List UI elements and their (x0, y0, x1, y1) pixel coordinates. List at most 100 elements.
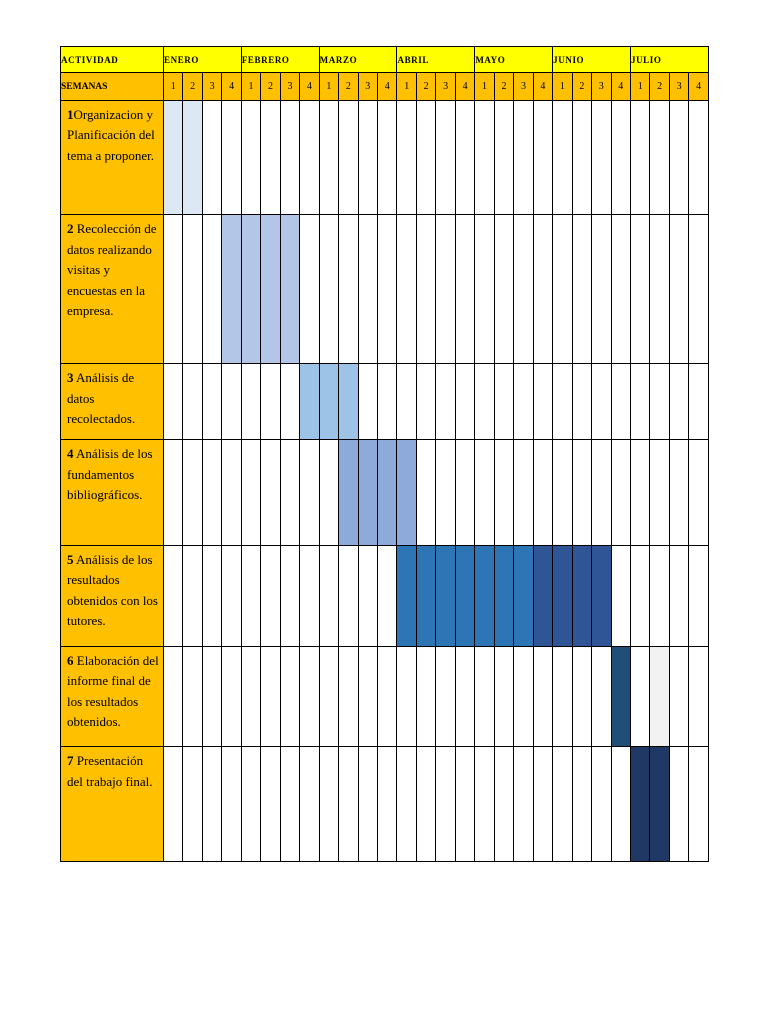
week-cell (221, 544, 242, 647)
week-cell (493, 439, 515, 546)
week-cell (649, 214, 670, 365)
activity-row: 6 Elaboración del informe final de los r… (60, 645, 709, 748)
week-cell (260, 746, 281, 862)
week-cell (591, 746, 612, 862)
week-number: 3 (668, 72, 690, 101)
week-cell (162, 439, 184, 546)
month-junio: JUNIO (552, 45, 631, 74)
week-cell (201, 645, 223, 748)
week-cell (688, 645, 709, 748)
week-cell (435, 746, 456, 862)
week-cell (688, 363, 709, 441)
week-cell (357, 544, 379, 647)
week-cell (454, 99, 476, 216)
week-cell (415, 645, 437, 748)
week-cell (493, 363, 515, 441)
week-number: 1 (552, 72, 573, 101)
week-number: 1 (162, 72, 184, 101)
activity-row: 1Organizacion y Planificación del tema a… (60, 99, 709, 216)
week-cell (591, 439, 612, 546)
week-cell (318, 439, 340, 546)
week-cell (279, 99, 301, 216)
week-cell (610, 439, 631, 546)
week-cell (377, 544, 398, 647)
week-number: 1 (629, 72, 651, 101)
scheduled-week-cell (279, 214, 301, 365)
activity-number: 3 (67, 370, 74, 386)
month-header-row: ACTIVIDAD ENERO FEBRERO MARZO ABRIL MAYO JUNI… (60, 45, 709, 74)
week-cell (474, 214, 495, 365)
activity-number: 6 (67, 652, 74, 668)
week-cell (493, 746, 515, 862)
activity-number: 4 (67, 446, 74, 462)
week-cell (377, 746, 398, 862)
week-cell (668, 544, 690, 647)
week-cell (396, 746, 417, 862)
week-cell (377, 363, 398, 441)
week-number: 3 (201, 72, 223, 101)
week-number: 4 (377, 72, 398, 101)
week-cell (532, 645, 554, 748)
month-marzo: MARZO (318, 45, 398, 74)
scheduled-week-cell (474, 544, 495, 647)
week-cell (649, 544, 670, 647)
month-enero: ENERO (163, 45, 242, 74)
week-cell (338, 645, 359, 748)
week-cell (260, 439, 281, 546)
week-cell (357, 99, 379, 216)
week-cell (299, 214, 320, 365)
week-number: 1 (240, 72, 262, 101)
week-cell (396, 214, 417, 365)
week-cell (201, 214, 223, 365)
week-cell (338, 746, 359, 862)
activity-number: 2 (67, 221, 74, 237)
week-cell (513, 746, 534, 862)
week-number: 4 (299, 72, 320, 101)
scheduled-week-cell (377, 439, 398, 546)
week-cell (629, 439, 651, 546)
week-cell (435, 439, 456, 546)
week-cell (201, 544, 223, 647)
week-number: 2 (260, 72, 281, 101)
week-cell (454, 746, 476, 862)
week-cell (629, 363, 651, 441)
week-cell (415, 214, 437, 365)
week-cell (396, 363, 417, 441)
activity-number: 1 (67, 106, 74, 122)
week-number: 2 (493, 72, 515, 101)
week-cell (260, 645, 281, 748)
week-cell (357, 645, 379, 748)
week-cell (338, 99, 359, 216)
week-number: 2 (649, 72, 670, 101)
week-cell (532, 99, 554, 216)
month-mayo: MAYO (474, 45, 554, 74)
week-cell (513, 363, 534, 441)
scheduled-week-cell (338, 363, 359, 441)
week-cell (182, 439, 203, 546)
weeks-header: SEMANAS (60, 72, 164, 101)
scheduled-week-cell (299, 363, 320, 441)
week-cell (279, 363, 301, 441)
week-cell (162, 746, 184, 862)
activity-label: 5 Análisis de los resultados obtenidos c… (60, 544, 164, 647)
week-cell (162, 645, 184, 748)
week-cell (338, 544, 359, 647)
week-number: 3 (357, 72, 379, 101)
week-number: 2 (415, 72, 437, 101)
week-cell (571, 363, 593, 441)
week-cell (240, 439, 262, 546)
week-number: 2 (338, 72, 359, 101)
week-cell (221, 99, 242, 216)
month-julio: JULIO (629, 45, 709, 74)
scheduled-week-cell (221, 214, 242, 365)
activity-label: 2 Recolección de datos realizando visita… (60, 214, 164, 365)
scheduled-week-cell (629, 746, 651, 862)
scheduled-week-cell (182, 99, 203, 216)
activity-label: 1Organizacion y Planificación del tema a… (60, 99, 164, 216)
gantt-chart: ACTIVIDAD ENERO FEBRERO MARZO ABRIL MAYO JUNI… (60, 45, 709, 862)
week-cell (552, 363, 573, 441)
week-cell (279, 439, 301, 546)
activity-text: Análisis de datos recolectados. (67, 370, 136, 427)
week-cell (318, 214, 340, 365)
